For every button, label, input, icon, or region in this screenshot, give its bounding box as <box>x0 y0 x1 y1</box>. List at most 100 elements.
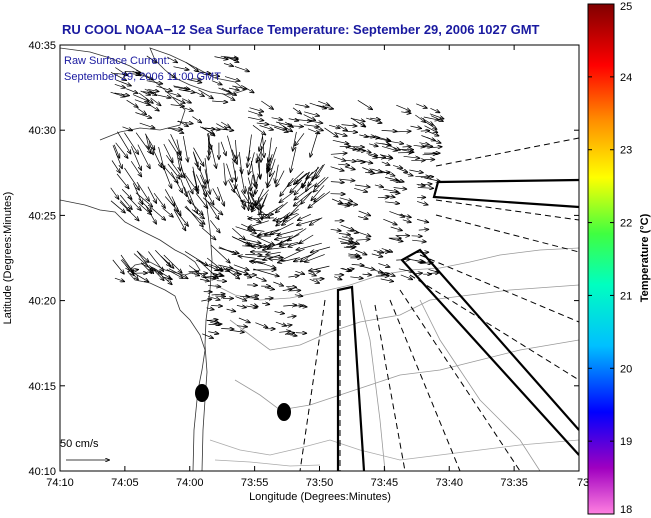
current-vector <box>310 271 321 272</box>
current-vector <box>216 123 227 130</box>
current-vector <box>338 233 351 235</box>
current-vector <box>178 158 184 178</box>
current-vector <box>280 177 294 197</box>
current-vector <box>173 66 190 70</box>
current-vector <box>354 187 368 192</box>
current-vector <box>343 247 355 248</box>
current-vector <box>188 265 206 279</box>
current-vector <box>185 62 199 71</box>
vector-scale-label: 50 cm/s <box>60 438 99 450</box>
current-vector <box>231 268 249 275</box>
current-vector <box>139 122 156 128</box>
current-vector <box>217 186 224 207</box>
current-vector <box>274 235 294 240</box>
colorbar-tick-label: 20 <box>620 363 632 375</box>
current-vector <box>269 158 276 177</box>
current-vector <box>253 268 279 277</box>
current-vector <box>350 117 366 121</box>
colorbar-tick-label: 22 <box>620 218 632 230</box>
current-vector <box>261 204 284 219</box>
current-vector <box>338 164 350 165</box>
current-vector <box>223 64 234 67</box>
surface-current-vectors <box>110 55 445 339</box>
current-vector <box>236 305 247 307</box>
current-vector <box>333 156 347 161</box>
current-vector <box>290 290 301 291</box>
current-vector <box>334 277 342 280</box>
current-vector <box>199 126 215 135</box>
current-vector <box>294 181 307 195</box>
current-vector <box>170 105 185 107</box>
current-vector <box>412 240 426 242</box>
current-vector <box>238 317 251 323</box>
current-vector <box>256 153 261 180</box>
current-vector <box>120 200 131 212</box>
current-vector <box>210 244 231 263</box>
current-vector <box>277 257 300 263</box>
chart-title: RU COOL NOAA−12 Sea Surface Temperature:… <box>62 22 540 37</box>
current-vector <box>416 184 426 186</box>
y-tick-label: 40:15 <box>28 381 56 393</box>
current-vector <box>262 303 270 304</box>
current-vector <box>303 125 320 127</box>
current-vector <box>419 143 429 145</box>
current-vector <box>377 197 390 198</box>
current-vector <box>304 111 320 116</box>
current-vector <box>193 147 205 167</box>
current-vector <box>204 158 208 184</box>
current-vector <box>273 281 284 286</box>
current-vector <box>244 275 252 278</box>
current-vector <box>420 131 430 132</box>
current-vector <box>416 103 427 109</box>
current-vector <box>208 324 223 325</box>
current-vector <box>275 164 279 184</box>
current-vector <box>282 325 292 327</box>
current-vector <box>206 308 215 310</box>
current-vector <box>148 251 163 272</box>
current-vector <box>274 312 285 314</box>
current-vector <box>199 279 210 281</box>
current-vector <box>415 176 430 177</box>
current-vector <box>191 79 202 80</box>
current-vector <box>182 106 194 111</box>
current-vector <box>180 179 187 197</box>
current-vector <box>371 253 383 257</box>
current-vector <box>120 259 139 281</box>
current-vector <box>410 126 423 129</box>
current-vector <box>184 251 208 266</box>
current-vector <box>285 334 298 336</box>
current-vector <box>393 165 403 168</box>
current-vector <box>192 116 202 123</box>
current-vector <box>218 264 233 269</box>
current-vector <box>369 144 378 147</box>
current-vector <box>250 174 253 191</box>
current-vector <box>134 99 151 106</box>
station-marker <box>195 384 209 402</box>
current-vector <box>147 89 160 91</box>
current-vector <box>310 246 331 253</box>
colorbar-tick-label: 19 <box>620 436 632 448</box>
y-tick-label: 40:20 <box>28 296 56 308</box>
current-vector <box>293 191 312 207</box>
current-vector <box>294 295 303 297</box>
current-vector <box>256 261 276 268</box>
current-vector <box>341 125 358 127</box>
current-vector <box>201 299 212 301</box>
y-tick-label: 40:25 <box>28 210 56 222</box>
current-vector <box>381 130 398 131</box>
current-vector <box>293 254 313 262</box>
current-vector <box>165 91 181 97</box>
current-vector <box>112 259 125 275</box>
current-vector <box>294 133 305 146</box>
current-vector <box>262 246 287 250</box>
current-vector <box>221 87 237 95</box>
y-tick-label: 40:10 <box>28 466 56 478</box>
current-vector <box>150 206 166 220</box>
current-vector <box>295 103 309 107</box>
current-vector <box>359 135 368 137</box>
current-vector <box>224 76 241 82</box>
current-vector <box>193 152 198 167</box>
current-vector <box>381 146 398 151</box>
current-vector <box>339 179 355 181</box>
current-vector <box>110 187 119 200</box>
